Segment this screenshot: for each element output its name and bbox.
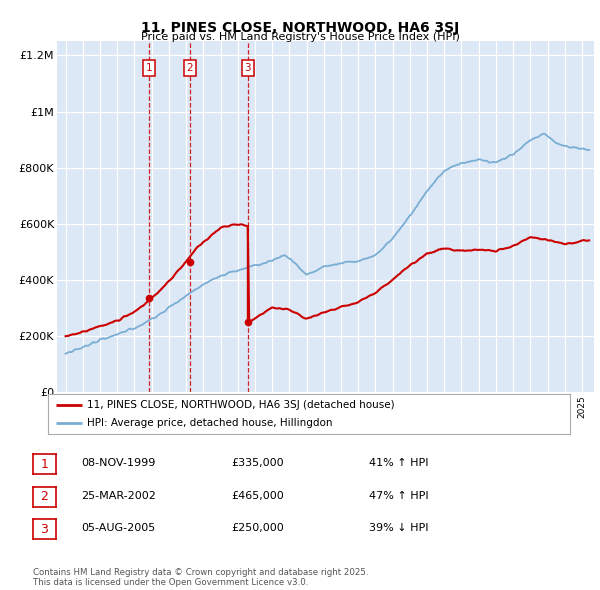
Text: 11, PINES CLOSE, NORTHWOOD, HA6 3SJ: 11, PINES CLOSE, NORTHWOOD, HA6 3SJ: [141, 21, 459, 35]
Text: 08-NOV-1999: 08-NOV-1999: [81, 458, 155, 468]
Text: 1: 1: [146, 63, 152, 73]
Text: 2: 2: [187, 63, 193, 73]
Text: £335,000: £335,000: [231, 458, 284, 468]
Text: Price paid vs. HM Land Registry's House Price Index (HPI): Price paid vs. HM Land Registry's House …: [140, 32, 460, 42]
Text: 3: 3: [245, 63, 251, 73]
Text: 41% ↑ HPI: 41% ↑ HPI: [369, 458, 428, 468]
Text: 11, PINES CLOSE, NORTHWOOD, HA6 3SJ (detached house): 11, PINES CLOSE, NORTHWOOD, HA6 3SJ (det…: [87, 400, 395, 410]
Text: 39% ↓ HPI: 39% ↓ HPI: [369, 523, 428, 533]
Text: 47% ↑ HPI: 47% ↑ HPI: [369, 491, 428, 500]
Text: £465,000: £465,000: [231, 491, 284, 500]
Text: 1: 1: [40, 458, 49, 471]
Text: 05-AUG-2005: 05-AUG-2005: [81, 523, 155, 533]
Text: 2: 2: [40, 490, 49, 503]
Text: £250,000: £250,000: [231, 523, 284, 533]
Text: 25-MAR-2002: 25-MAR-2002: [81, 491, 156, 500]
Text: 3: 3: [40, 523, 49, 536]
Text: Contains HM Land Registry data © Crown copyright and database right 2025.
This d: Contains HM Land Registry data © Crown c…: [33, 568, 368, 587]
Text: HPI: Average price, detached house, Hillingdon: HPI: Average price, detached house, Hill…: [87, 418, 332, 428]
